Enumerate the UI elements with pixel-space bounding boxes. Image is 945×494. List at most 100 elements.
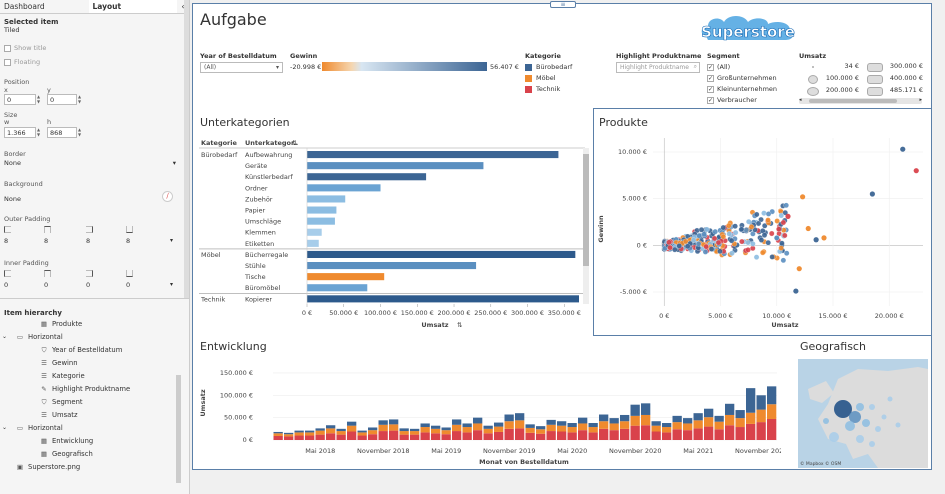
checkbox-checked-icon[interactable]: ✓ (707, 85, 714, 93)
stacked-bar-segment (315, 430, 325, 435)
checkbox-checked-icon[interactable]: ✓ (707, 96, 714, 104)
hierarchy-item-label: Umsatz (52, 411, 78, 419)
hierarchy-item-label: Produkte (52, 320, 83, 328)
chevron-down-icon[interactable]: ▾ (170, 237, 174, 244)
y-input[interactable]: 0 (47, 94, 77, 105)
inner-padding-left[interactable]: 0 (4, 281, 9, 289)
w-stepper[interactable]: ▲ ▼ (37, 127, 41, 137)
sort-icon: ⇅ (457, 321, 463, 329)
stacked-bar-segment (588, 427, 598, 433)
col-unterkategorie-header: Unterkategor.. (245, 139, 298, 147)
hierarchy-scrollbar[interactable] (176, 375, 181, 483)
chevron-down-icon[interactable]: ⌄ (2, 424, 8, 431)
hierarchy-item[interactable]: ▣ Superstore.png (16, 463, 80, 471)
chevron-down-icon: ▾ (172, 159, 176, 167)
kategorie-legend-item[interactable]: Möbel (525, 74, 556, 82)
kategorie-legend-item[interactable]: Technik (525, 85, 560, 93)
hierarchy-item[interactable]: ▦ Entwicklung (40, 437, 93, 445)
hierarchy-item[interactable]: ⛉ Segment (40, 398, 83, 406)
tab-layout[interactable]: Layout (88, 0, 177, 13)
legend-label: Technik (536, 85, 561, 93)
tab-dashboard[interactable]: Dashboard (4, 2, 45, 11)
unterkategorien-chart: Kategorie Unterkategor.. ⇅ Bürobedarf Auf… (199, 139, 589, 329)
outer-padding-top[interactable]: 8 (44, 237, 49, 245)
inner-padding-right[interactable]: 0 (86, 281, 91, 289)
layout-icon: ▭ (16, 332, 24, 341)
umsatz-legend-scrollbar[interactable]: ◂ ▸ (799, 97, 922, 104)
scatter-point (780, 219, 787, 226)
floating-check[interactable] (4, 58, 11, 66)
hierarchy-item[interactable]: ☰ Gewinn (40, 359, 77, 367)
map-bubble (862, 419, 870, 427)
produkte-panel[interactable] (593, 108, 932, 336)
hierarchy-item[interactable]: ⛉ Year of Bestelldatum (40, 346, 123, 354)
entwicklung-chart[interactable]: 150.000 € 100.000 € 50.000 € 0 € Mai 2018 Nov… (199, 358, 781, 468)
x-input[interactable]: 0 (4, 94, 36, 105)
hierarchy-item[interactable]: ✎ Highlight Produktname (40, 385, 130, 393)
stacked-bar-segment (714, 421, 724, 430)
h-stepper[interactable]: ▲ ▼ (78, 127, 82, 137)
stacked-bar-segment (326, 425, 336, 429)
scatter-point (739, 238, 745, 245)
produkte-scatter[interactable]: 10.000 € 5.000 € 0 € -5.000 € 0 € 5.000 € 10.0… (597, 134, 929, 330)
show-title-checkbox[interactable]: Show title (4, 44, 46, 52)
stacked-bar-segment (336, 434, 346, 440)
hierarchy-item[interactable]: ▦ Geografisch (40, 450, 93, 458)
collapse-icon[interactable]: ‹ (181, 2, 185, 11)
unterkategorien-scroll-thumb[interactable] (583, 154, 589, 266)
hierarchy-item[interactable]: ☰ Umsatz (40, 411, 78, 419)
y-stepper[interactable]: ▲ ▼ (78, 94, 82, 104)
floating-checkbox[interactable]: Floating (4, 58, 40, 66)
stacked-bar-segment (368, 427, 378, 431)
category-label: Etiketten (245, 240, 274, 248)
checkbox-checked-icon[interactable]: ✓ (707, 74, 714, 82)
scatter-point (732, 229, 739, 236)
map-landmass (808, 381, 834, 403)
hierarchy-item[interactable]: ▦ Produkte (40, 320, 82, 328)
drag-handle-icon[interactable]: ≡ (550, 1, 576, 8)
checkbox-checked-icon[interactable]: ✓ (707, 63, 714, 71)
inner-padding-top[interactable]: 0 (44, 281, 49, 289)
stacked-bar-segment (431, 428, 441, 434)
stacked-bar-segment (431, 433, 441, 440)
border-select[interactable]: None ▾ (4, 159, 176, 167)
hierarchy-item[interactable]: ☰ Kategorie (40, 372, 85, 380)
scroll-left-icon[interactable]: ◂ (799, 97, 802, 103)
outer-padding-bottom[interactable]: 8 (126, 237, 131, 245)
h-input[interactable]: 868 (47, 127, 77, 138)
outer-padding-left[interactable]: 8 (4, 237, 9, 245)
umsatz-scroll-thumb[interactable] (809, 99, 897, 103)
scroll-right-icon[interactable]: ▸ (919, 97, 922, 103)
scatter-point (701, 231, 707, 237)
scatter-point (720, 224, 727, 231)
stacked-bar-segment (473, 417, 483, 424)
chevron-down-icon[interactable]: ⌄ (2, 333, 8, 340)
hierarchy-item[interactable]: ⌄ ▭ Horizontal (2, 424, 63, 432)
kategorie-legend-item[interactable]: Bürobedarf (525, 63, 572, 71)
show-title-check[interactable] (4, 44, 11, 52)
outer-padding-right[interactable]: 8 (86, 237, 91, 245)
segment-filter-item[interactable]: ✓ Verbraucher (707, 96, 757, 104)
highlight-input[interactable]: Highlight Produktname ⌕ (616, 62, 700, 73)
scatter-point (695, 241, 702, 247)
stacked-bar-segment (525, 424, 535, 428)
no-color-icon[interactable]: ∕ (162, 191, 173, 202)
year-filter-select[interactable]: (All) ▾ (200, 62, 283, 73)
sidebar-scrollbar[interactable] (184, 0, 189, 298)
scatter-point (913, 168, 919, 174)
x-stepper[interactable]: ▲ ▼ (37, 94, 41, 104)
segment-filter-item[interactable]: ✓ (All) (707, 63, 730, 71)
stacked-bar-segment (368, 430, 378, 435)
stacked-bar-segment (515, 428, 525, 440)
geografisch-map[interactable]: © Mapbox © OSM (798, 359, 928, 468)
map-bubble (856, 435, 864, 443)
hierarchy-item[interactable]: ⌄ ▭ Horizontal (2, 332, 63, 341)
stacked-bar-segment (693, 420, 703, 429)
stacked-bar-segment (672, 429, 682, 440)
w-input[interactable]: 1.366 (4, 127, 36, 138)
chevron-down-icon[interactable]: ▾ (170, 281, 174, 288)
segment-filter-item[interactable]: ✓ Großunternehmen (707, 74, 777, 82)
inner-padding-bottom[interactable]: 0 (126, 281, 131, 289)
size-legend-mark (812, 66, 814, 68)
segment-filter-item[interactable]: ✓ Kleinunternehmen (707, 85, 777, 93)
